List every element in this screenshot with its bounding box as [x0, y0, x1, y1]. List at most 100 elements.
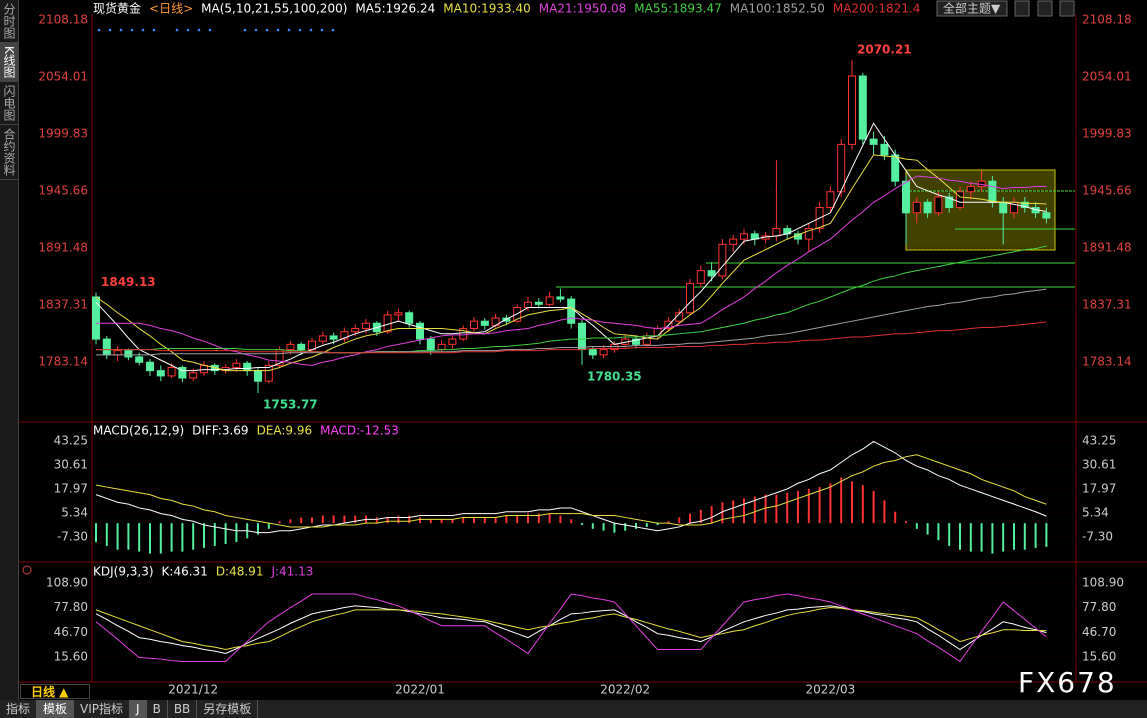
tool-icon[interactable]	[1059, 0, 1075, 17]
series-line	[96, 321, 1047, 354]
toolbar-item[interactable]: VIP指标	[74, 700, 131, 718]
marker-dot	[141, 28, 145, 32]
toolbar-item[interactable]: J	[130, 700, 147, 718]
series-line	[95, 154, 1047, 372]
candle-body	[653, 328, 662, 337]
candle-body	[394, 312, 403, 316]
macd-bar	[710, 506, 713, 524]
y-tick-label: 1837.31	[38, 298, 88, 312]
candle-body	[470, 320, 478, 330]
candle-body	[934, 196, 943, 214]
macd-bar	[591, 523, 594, 529]
macd-bar	[505, 515, 508, 524]
macd-bar	[969, 523, 972, 552]
macd-bar	[1002, 523, 1005, 552]
candle-body	[459, 328, 468, 340]
tab[interactable]: K线图	[0, 43, 18, 82]
theme-button-label[interactable]: 全部主题▼	[943, 1, 1001, 16]
macd-bar	[602, 523, 605, 531]
candle-body	[124, 350, 133, 358]
series-line	[95, 440, 1047, 534]
legend-entry: MACD:-12.53	[320, 424, 399, 438]
price-annotation: 2070.21	[857, 42, 912, 56]
toolbar-item[interactable]: B	[147, 700, 168, 718]
drawn-lines	[556, 190, 1075, 288]
period-button[interactable]: 日线 ▲	[20, 684, 90, 699]
candle-body	[243, 362, 252, 372]
x-tick-label: 2022/02	[600, 683, 650, 697]
marker-dot	[152, 28, 156, 32]
macd-bar	[451, 519, 454, 524]
candle-body	[113, 350, 122, 356]
macd-bar	[753, 496, 756, 524]
candle-body	[567, 298, 576, 324]
macd-bar	[170, 523, 173, 552]
toolbar: 指标 模板 VIP指标 J B BB 另存模板	[0, 700, 1147, 718]
y-tick-label: 1999.83	[1082, 127, 1132, 141]
marker-dot	[276, 28, 280, 32]
y-tick-label: 15.60	[1082, 650, 1116, 664]
candle-body	[1042, 212, 1051, 219]
candle-body	[718, 243, 727, 277]
theme-button[interactable]	[936, 0, 1008, 17]
macd-bar	[1045, 523, 1048, 547]
candle-body	[362, 322, 370, 330]
y-tick-label: 1891.48	[38, 241, 88, 255]
series-line	[95, 605, 1047, 655]
candle-body	[416, 322, 424, 340]
macd-bar	[559, 515, 562, 524]
toolbar-item[interactable]: BB	[168, 700, 198, 718]
watermark: FX678	[1018, 666, 1117, 699]
toolbar-item[interactable]: 另存模板	[197, 700, 259, 718]
y-tick-label: 108.90	[46, 576, 88, 590]
candle-body	[92, 296, 100, 340]
macd-bar	[613, 523, 616, 533]
macd-bar	[181, 523, 184, 552]
macd-bar	[213, 523, 216, 546]
toolbar-item[interactable]: 指标	[0, 700, 38, 718]
y-tick-label: 15.60	[54, 650, 88, 664]
macd-bar	[721, 502, 724, 524]
legend-entry: K:46.31	[162, 565, 208, 579]
tool-icon[interactable]	[1014, 0, 1030, 17]
macd-bar	[408, 515, 411, 524]
y-tick-label: 77.80	[1082, 600, 1116, 614]
macd-bar	[581, 523, 583, 526]
y-tick-label: 1837.31	[1082, 298, 1132, 312]
marker-dot	[97, 28, 101, 32]
series-line	[96, 175, 1047, 366]
tab[interactable]: 闪电图	[0, 82, 18, 125]
candle-body	[858, 75, 867, 140]
candle-body	[167, 366, 176, 377]
candle-body	[545, 296, 554, 305]
y-tick-label: 1945.66	[38, 184, 88, 198]
y-tick-label: 1999.83	[38, 127, 88, 141]
settings-icon[interactable]	[22, 565, 32, 575]
macd-bar	[980, 523, 983, 552]
chart: 全部主题▼ 2108.18 2108.18 2054.01 2054.01 1999.8…	[18, 0, 1147, 697]
candle-body	[686, 282, 694, 314]
candle-body	[578, 322, 586, 351]
toolbar-item[interactable]: 模板	[37, 700, 75, 718]
tab[interactable]: 合约资料	[0, 125, 18, 180]
y-tick-label: -7.30	[57, 530, 88, 544]
macd-bar	[786, 492, 789, 524]
macd-bar	[332, 515, 335, 524]
candle-body	[297, 343, 306, 351]
macd-bar	[894, 511, 897, 524]
marker-dot	[175, 28, 179, 32]
tool-icon[interactable]	[1037, 0, 1053, 17]
candle-body	[437, 343, 446, 351]
macd-bar	[926, 523, 929, 535]
candle-body	[146, 361, 154, 372]
y-tick-label: 77.80	[54, 600, 88, 614]
macd-bar	[915, 523, 918, 529]
macd-bar	[743, 498, 745, 524]
y-tick-label: 1783.14	[1082, 355, 1132, 369]
macd-bar	[861, 485, 864, 524]
series-line	[96, 245, 1047, 354]
price-annotation: 1753.77	[263, 397, 318, 411]
macd-bar	[732, 500, 735, 524]
tab[interactable]: 分时图	[0, 0, 18, 43]
